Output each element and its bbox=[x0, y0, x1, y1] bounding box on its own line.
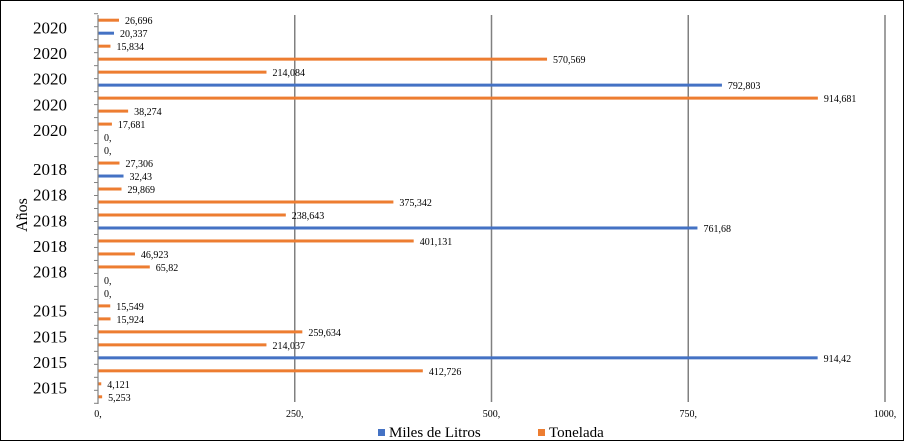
y-tick-label: 2018 bbox=[33, 211, 67, 230]
legend-label-miles-de-litros: Miles de Litros bbox=[389, 425, 481, 441]
data-label: 214,037 bbox=[272, 341, 305, 352]
bar-tonelada bbox=[98, 96, 818, 100]
y-tick-label: 2015 bbox=[33, 302, 67, 321]
y-tick-label: 2015 bbox=[33, 379, 67, 398]
y-tick-label: 2015 bbox=[33, 353, 67, 372]
bar-miles-de-litros bbox=[98, 226, 698, 230]
bar-tonelada bbox=[98, 109, 129, 113]
bar-tonelada bbox=[98, 239, 414, 243]
data-label: 38,274 bbox=[134, 107, 162, 118]
x-tick-label: 750, bbox=[680, 409, 698, 420]
data-label: 17,681 bbox=[118, 120, 146, 131]
data-label: 32,43 bbox=[130, 172, 153, 183]
y-tick-label: 2020 bbox=[33, 18, 67, 37]
data-label: 214,084 bbox=[272, 68, 305, 79]
y-tick-label: 2018 bbox=[33, 186, 67, 205]
bar-tonelada bbox=[98, 187, 122, 191]
data-label: 570,569 bbox=[553, 55, 586, 66]
data-label: 26,696 bbox=[125, 16, 153, 27]
bar-miles-de-litros bbox=[98, 174, 124, 178]
bar-tonelada bbox=[98, 330, 303, 334]
bar-tonelada bbox=[98, 252, 135, 256]
bar-miles-de-litros bbox=[98, 31, 115, 35]
bar-tonelada bbox=[98, 57, 548, 61]
legend-label-tonelada: Tonelada bbox=[549, 425, 604, 441]
bar-tonelada bbox=[98, 369, 423, 373]
data-label: 20,337 bbox=[120, 29, 148, 40]
y-tick-label: 2020 bbox=[33, 121, 67, 140]
data-label: 259,634 bbox=[308, 328, 341, 339]
x-tick-label: 500, bbox=[483, 409, 501, 420]
y-tick-label: 2020 bbox=[33, 44, 67, 63]
legend-swatch-miles-de-litros bbox=[378, 429, 385, 436]
y-tick-label: 2018 bbox=[33, 160, 67, 179]
data-label: 15,549 bbox=[116, 302, 144, 313]
data-label: 914,681 bbox=[824, 94, 857, 105]
bar-tonelada bbox=[98, 213, 286, 217]
data-label: 29,869 bbox=[128, 185, 155, 196]
y-tick-label: 2020 bbox=[33, 70, 67, 89]
bar-tonelada bbox=[98, 317, 111, 321]
x-tick-label: 0, bbox=[94, 409, 102, 420]
data-label: 238,643 bbox=[292, 211, 325, 222]
data-label: 15,834 bbox=[116, 42, 144, 53]
y-tick-label: 2020 bbox=[33, 95, 67, 114]
x-tick-label: 1000, bbox=[874, 409, 897, 420]
bar-tonelada bbox=[98, 343, 267, 347]
data-label: 0, bbox=[104, 289, 112, 300]
data-label: 15,924 bbox=[117, 315, 145, 326]
data-label: 5,253 bbox=[108, 393, 131, 404]
data-label: 4,121 bbox=[107, 380, 130, 391]
data-label: 401,131 bbox=[420, 237, 453, 248]
bar-tonelada bbox=[98, 70, 267, 74]
bar-tonelada bbox=[98, 304, 111, 308]
data-label: 0, bbox=[104, 276, 112, 287]
data-label: 375,342 bbox=[399, 198, 432, 209]
data-label: 27,306 bbox=[125, 159, 153, 170]
x-tick-label: 250, bbox=[286, 409, 304, 420]
data-label: 792,803 bbox=[728, 81, 761, 92]
data-label: 412,726 bbox=[429, 367, 462, 378]
bar-tonelada bbox=[98, 200, 394, 204]
data-label: 0, bbox=[104, 146, 112, 157]
legend-swatch-tonelada bbox=[538, 429, 545, 436]
bar-tonelada bbox=[98, 265, 150, 269]
bar-tonelada bbox=[98, 18, 120, 22]
bar-tonelada bbox=[98, 44, 111, 48]
y-tick-label: 2018 bbox=[33, 263, 67, 282]
y-axis-title: Años bbox=[14, 198, 31, 232]
data-label: 65,82 bbox=[156, 263, 179, 274]
y-tick-label: 2015 bbox=[33, 327, 67, 346]
bar-miles-de-litros bbox=[98, 83, 722, 87]
y-tick-label: 2018 bbox=[33, 237, 67, 256]
data-label: 761,68 bbox=[703, 224, 731, 235]
bar-tonelada bbox=[98, 122, 112, 126]
bar-tonelada bbox=[98, 395, 103, 399]
data-label: 0, bbox=[104, 133, 112, 144]
data-label: 914,42 bbox=[824, 354, 852, 365]
data-label: 46,923 bbox=[141, 250, 169, 261]
bar-tonelada bbox=[98, 161, 120, 165]
bar-miles-de-litros bbox=[98, 356, 818, 360]
legend: Miles de Litros Tonelada bbox=[378, 425, 604, 441]
bar-tonelada bbox=[98, 382, 102, 386]
